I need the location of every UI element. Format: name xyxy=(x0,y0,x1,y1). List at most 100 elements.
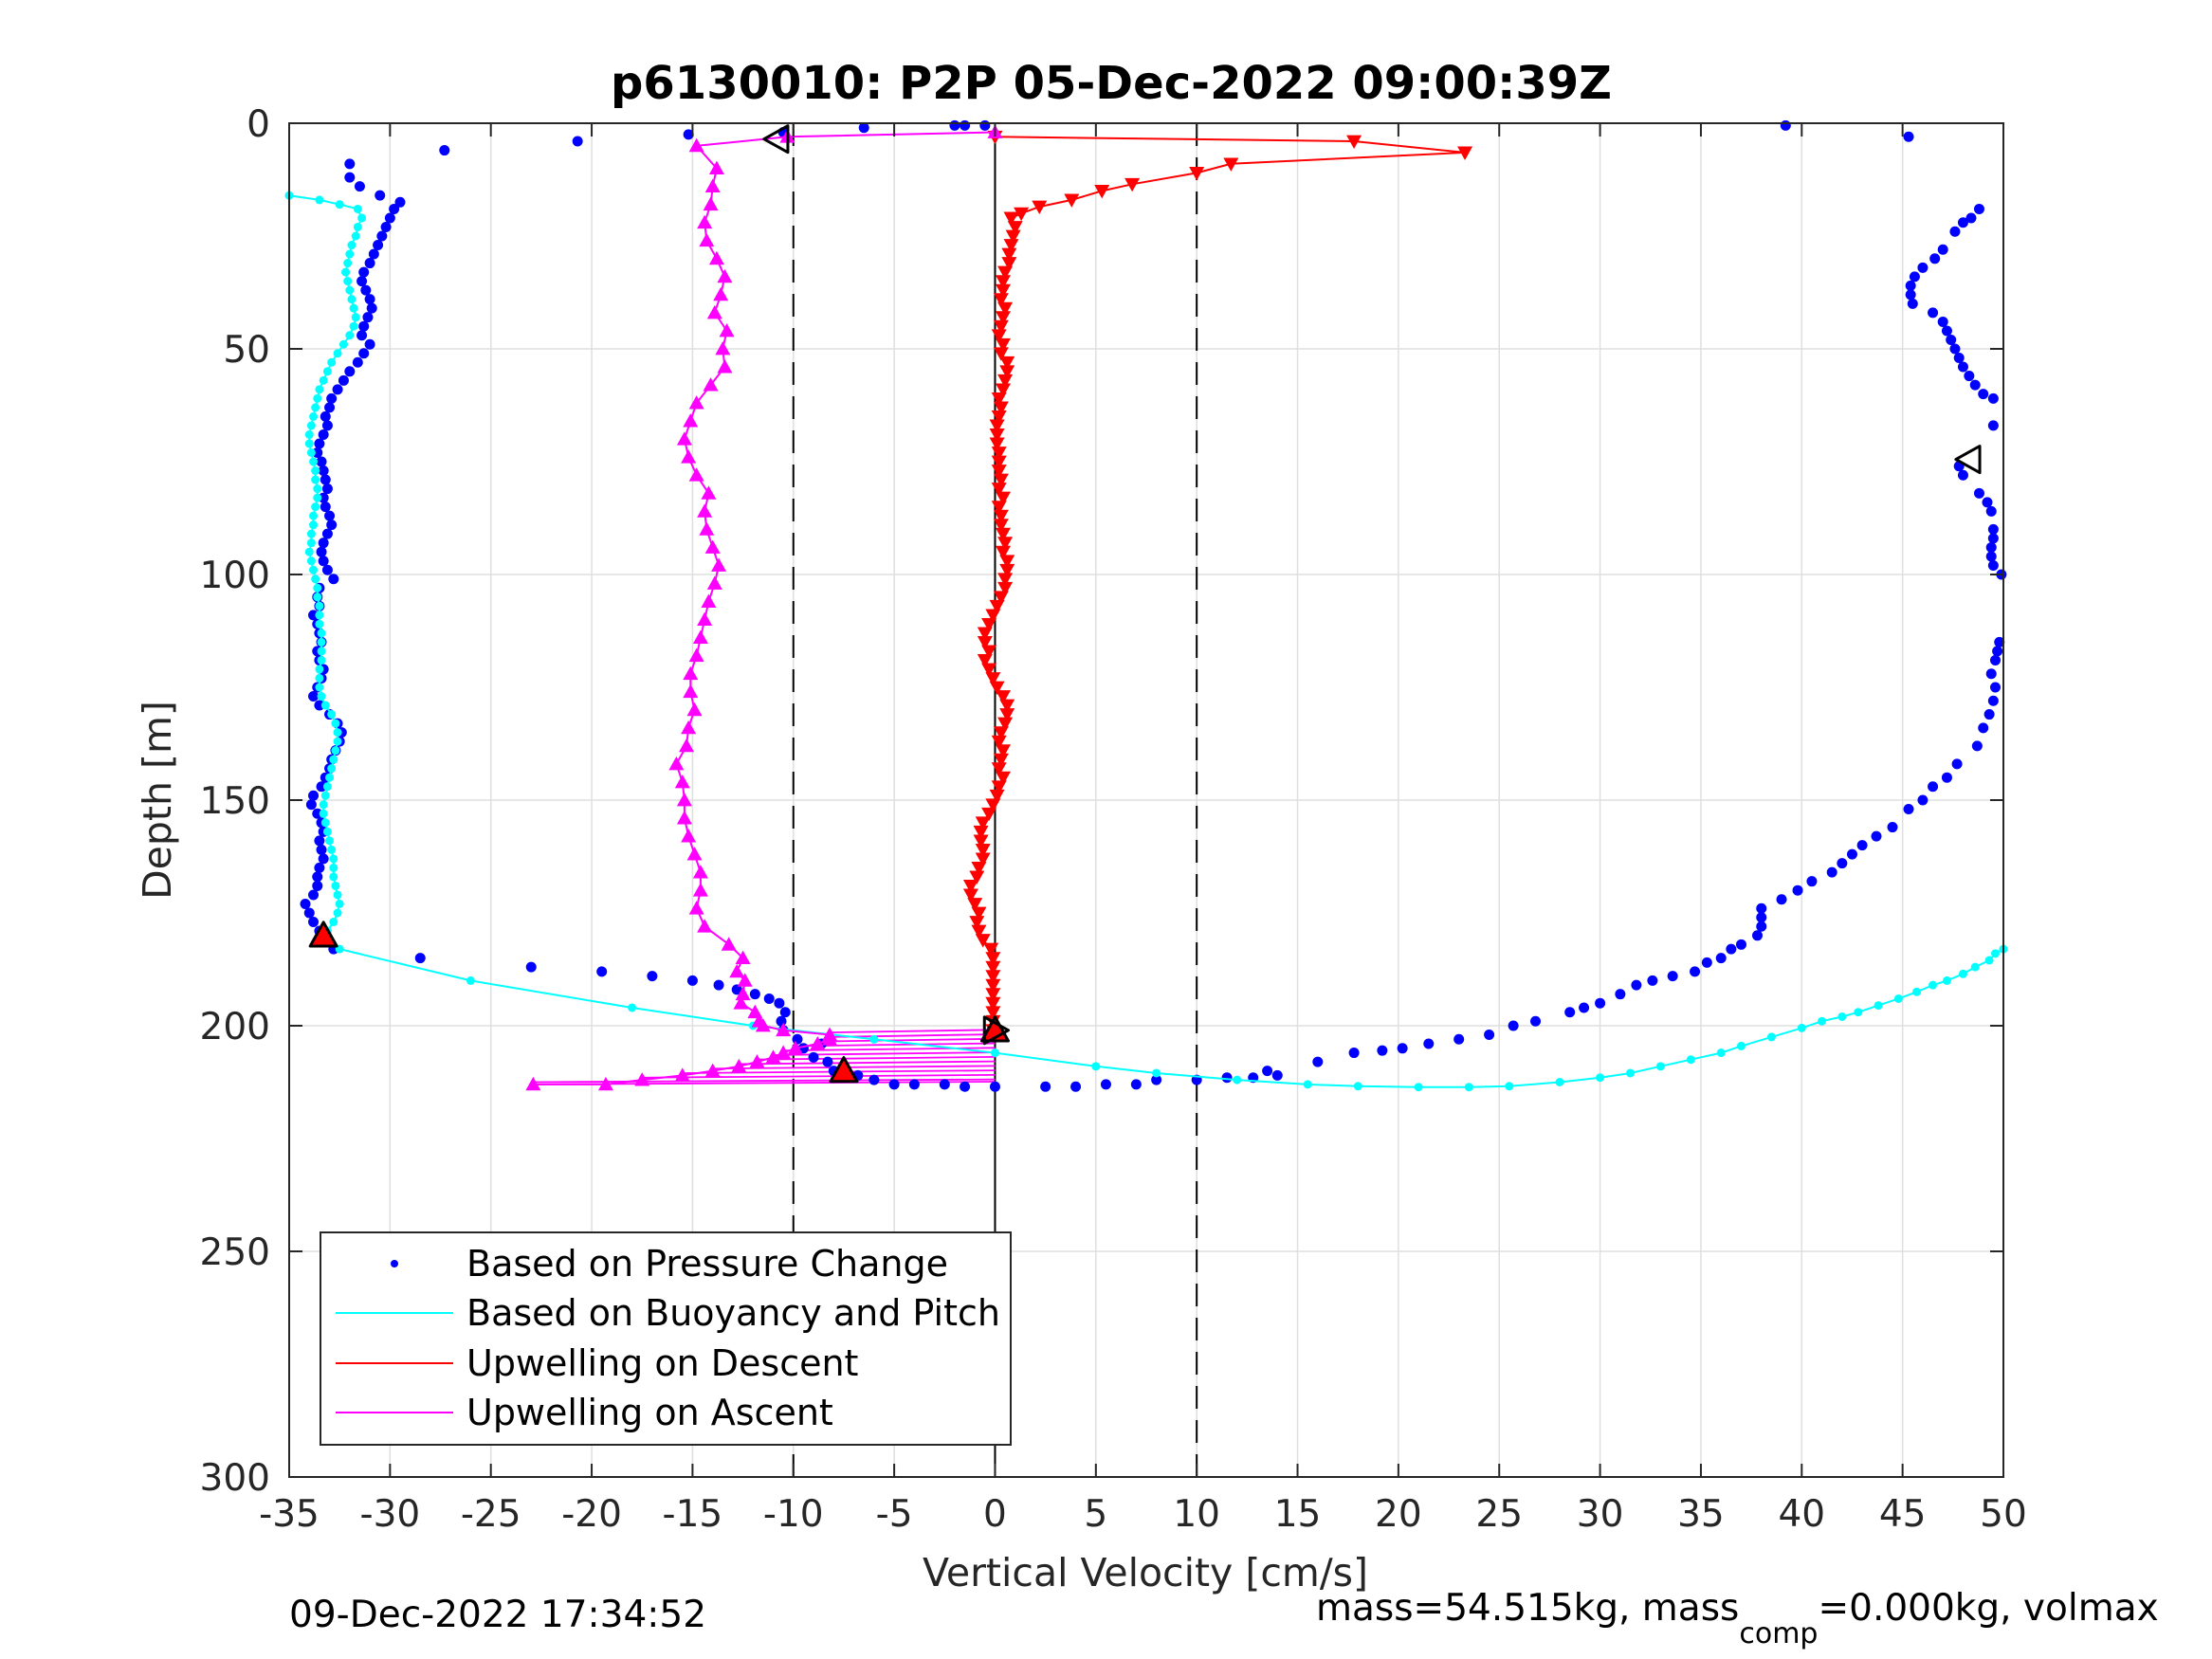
pressure-point xyxy=(344,158,356,170)
descent-point xyxy=(985,1006,1001,1020)
ascent-connector-line xyxy=(830,1029,996,1034)
ascent-point xyxy=(674,1067,690,1082)
pressure-point xyxy=(822,1056,833,1067)
buoyancy-point xyxy=(329,755,338,764)
buoyancy-point xyxy=(1655,1062,1665,1071)
pressure-point xyxy=(321,528,333,539)
buoyancy-point xyxy=(315,611,324,620)
descent-point xyxy=(971,862,987,876)
descent-point xyxy=(993,319,1009,335)
pressure-point xyxy=(344,172,356,183)
ascent-point xyxy=(701,593,717,608)
pressure-point xyxy=(960,119,971,131)
pressure-point xyxy=(1928,781,1939,793)
descent-point xyxy=(985,996,1001,1012)
right-triangle-marker xyxy=(982,1015,1010,1046)
pressure-point xyxy=(1701,957,1712,968)
descent-point xyxy=(995,275,1011,289)
pressure-point xyxy=(1595,997,1606,1009)
pressure-point xyxy=(525,961,537,973)
ascent-point xyxy=(634,1072,650,1086)
pressure-point xyxy=(316,781,327,793)
descent-point xyxy=(995,311,1011,325)
descent-point xyxy=(1189,166,1205,181)
pressure-point xyxy=(1792,884,1803,896)
x-tick-label: 30 xyxy=(1577,1493,1624,1536)
descent-point xyxy=(991,465,1007,479)
pressure-point xyxy=(308,790,320,801)
pressure-point xyxy=(1973,487,1984,499)
pressure-point xyxy=(1756,902,1767,914)
ascent-connector-line xyxy=(795,1042,996,1048)
descent-point xyxy=(977,627,993,641)
legend: Based on Pressure Change Based on Buoyan… xyxy=(320,1231,1012,1446)
buoyancy-point xyxy=(331,746,340,756)
pressure-point xyxy=(763,993,775,1004)
pressure-point xyxy=(1982,497,1993,508)
pressure-point xyxy=(358,266,370,278)
buoyancy-point xyxy=(315,683,324,692)
pressure-point xyxy=(1221,1072,1233,1084)
pressure-point xyxy=(1941,772,1952,783)
descent-point xyxy=(975,816,991,830)
descent-point xyxy=(985,798,1001,812)
ascent-point xyxy=(688,467,704,482)
pressure-point xyxy=(1751,930,1763,941)
pressure-point xyxy=(858,122,869,134)
descent-point xyxy=(997,717,1014,732)
pressure-point xyxy=(314,438,325,449)
pressure-point xyxy=(1846,848,1857,860)
buoyancy-point xyxy=(322,782,332,792)
pressure-point xyxy=(312,871,323,883)
pressure-point xyxy=(1994,636,2005,647)
descent-point xyxy=(1003,239,1019,253)
x-axis-ticks: -35 -30 -25 -20 -15 -10 -5 0 5 10 15 20 25 30 35 40 45 50 xyxy=(259,123,2027,1536)
buoyancy-point xyxy=(1686,1055,1695,1065)
buoyancy-point xyxy=(315,601,324,611)
buoyancy-point xyxy=(304,547,314,556)
ascent-point xyxy=(683,665,699,681)
pressure-point xyxy=(344,366,356,377)
ascent-point xyxy=(715,341,731,356)
buoyancy-point xyxy=(317,647,326,656)
buoyancy-point xyxy=(306,421,316,430)
pressure-point xyxy=(1837,858,1848,869)
buoyancy-point xyxy=(343,277,353,286)
ascent-point xyxy=(751,1013,767,1028)
descent-point xyxy=(971,906,987,921)
ascent-point xyxy=(703,377,719,392)
chart-title: p6130010: P2P 05-Dec-2022 09:00:39Z xyxy=(611,57,1612,110)
pressure-point xyxy=(1647,975,1658,986)
buoyancy-point xyxy=(317,637,326,647)
buoyancy-point xyxy=(341,267,351,277)
y-tick-label: 50 xyxy=(223,329,270,372)
pressure-point xyxy=(1957,361,1968,373)
descent-point xyxy=(962,880,978,894)
pressure-point xyxy=(1983,709,1995,720)
ascent-point xyxy=(713,286,729,301)
descent-point xyxy=(1094,185,1110,199)
buoyancy-point xyxy=(311,502,320,512)
ascent-point xyxy=(735,950,751,964)
mass-subscript: comp xyxy=(1739,1617,1818,1650)
pressure-point xyxy=(1397,1043,1408,1054)
ascent-point xyxy=(688,395,704,410)
pressure-point xyxy=(321,420,333,431)
buoyancy-point xyxy=(1874,1001,1883,1011)
x-tick-label: -30 xyxy=(360,1493,421,1536)
x-tick-label: -20 xyxy=(561,1493,622,1536)
buoyancy-point xyxy=(333,737,342,746)
buoyancy-point xyxy=(1596,1073,1605,1083)
descent-point xyxy=(989,789,1005,804)
descent-point xyxy=(989,599,1005,614)
legend-swatch-pressure xyxy=(391,1260,398,1267)
ascent-point xyxy=(776,1022,792,1037)
pressure-point xyxy=(749,989,760,1000)
buoyancy-point xyxy=(306,556,316,566)
up-triangle-marker xyxy=(829,1056,859,1084)
buoyancy-point xyxy=(331,719,340,728)
ascent-point xyxy=(704,539,721,554)
pressure-point xyxy=(354,181,365,192)
buoyancy-point xyxy=(306,529,316,538)
